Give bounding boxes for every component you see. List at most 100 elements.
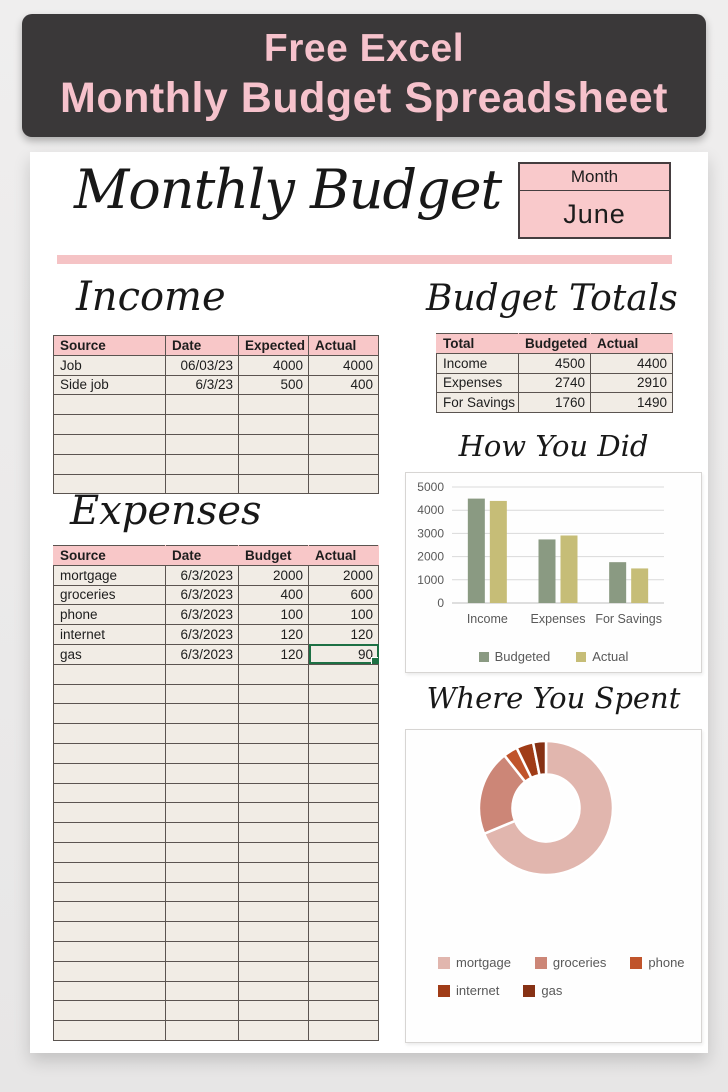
table-cell[interactable] xyxy=(165,802,239,824)
table-cell[interactable] xyxy=(238,901,309,923)
table-cell[interactable]: 6/3/2023 xyxy=(165,604,239,626)
table-cell[interactable] xyxy=(165,663,239,685)
table-cell[interactable]: For Savings xyxy=(436,392,519,414)
table-cell[interactable] xyxy=(238,1020,309,1041)
table-cell[interactable] xyxy=(165,841,239,863)
table-cell[interactable] xyxy=(165,762,239,784)
table-cell[interactable]: Job xyxy=(53,354,166,376)
table-cell[interactable] xyxy=(165,940,239,962)
table-cell[interactable] xyxy=(165,822,239,843)
table-cell[interactable]: internet xyxy=(53,624,166,645)
table-cell[interactable]: 06/03/23 xyxy=(165,354,239,376)
column-header[interactable]: Actual xyxy=(308,545,379,566)
table-cell[interactable] xyxy=(165,723,239,744)
table-cell[interactable]: 600 xyxy=(308,584,379,606)
table-cell[interactable]: 2740 xyxy=(518,372,591,394)
table-cell[interactable] xyxy=(308,940,379,962)
table-cell[interactable] xyxy=(238,663,309,685)
table-cell[interactable] xyxy=(53,762,166,784)
table-cell[interactable] xyxy=(308,683,379,705)
table-cell[interactable] xyxy=(53,940,166,962)
table-cell[interactable]: 6/3/2023 xyxy=(165,564,239,586)
table-cell[interactable]: mortgage xyxy=(53,564,166,586)
table-cell[interactable] xyxy=(53,901,166,923)
table-cell[interactable]: 400 xyxy=(308,374,379,396)
column-header[interactable]: Total xyxy=(436,333,519,354)
table-cell[interactable] xyxy=(165,742,239,764)
table-cell[interactable] xyxy=(53,980,166,1002)
table-cell[interactable]: 90 xyxy=(308,643,379,665)
table-cell[interactable] xyxy=(238,822,309,843)
table-cell[interactable]: 4000 xyxy=(238,354,309,376)
table-cell[interactable] xyxy=(308,921,379,942)
table-cell[interactable] xyxy=(165,1000,239,1022)
table-cell[interactable] xyxy=(238,453,309,475)
table-cell[interactable]: 4000 xyxy=(308,354,379,376)
table-cell[interactable] xyxy=(238,473,309,495)
column-header[interactable]: Actual xyxy=(308,335,379,356)
table-cell[interactable] xyxy=(308,841,379,863)
table-cell[interactable] xyxy=(238,723,309,744)
table-cell[interactable] xyxy=(308,473,379,495)
table-cell[interactable] xyxy=(238,683,309,705)
table-cell[interactable] xyxy=(53,414,166,435)
table-cell[interactable] xyxy=(53,1000,166,1022)
table-cell[interactable] xyxy=(165,782,239,804)
month-value-cell[interactable]: June xyxy=(563,198,626,229)
table-cell[interactable] xyxy=(165,414,239,435)
table-cell[interactable] xyxy=(53,960,166,982)
table-cell[interactable] xyxy=(165,901,239,923)
table-cell[interactable] xyxy=(165,433,239,455)
table-cell[interactable] xyxy=(53,822,166,843)
table-cell[interactable] xyxy=(308,663,379,685)
table-cell[interactable] xyxy=(308,1020,379,1041)
table-cell[interactable]: phone xyxy=(53,604,166,626)
table-cell[interactable] xyxy=(165,683,239,705)
table-cell[interactable]: 6/3/2023 xyxy=(165,624,239,645)
table-cell[interactable] xyxy=(165,980,239,1002)
table-cell[interactable]: 100 xyxy=(238,604,309,626)
table-cell[interactable] xyxy=(165,453,239,475)
table-cell[interactable]: 120 xyxy=(238,643,309,665)
table-cell[interactable]: groceries xyxy=(53,584,166,606)
column-header[interactable]: Budgeted xyxy=(518,333,591,354)
table-cell[interactable] xyxy=(165,921,239,942)
table-cell[interactable]: 4500 xyxy=(518,352,591,374)
column-header[interactable]: Date xyxy=(165,335,239,356)
table-cell[interactable] xyxy=(238,921,309,942)
table-cell[interactable]: 120 xyxy=(308,624,379,645)
table-cell[interactable] xyxy=(238,703,309,725)
table-cell[interactable] xyxy=(53,881,166,903)
table-cell[interactable] xyxy=(308,723,379,744)
table-cell[interactable] xyxy=(238,414,309,435)
table-cell[interactable]: 6/3/23 xyxy=(165,374,239,396)
column-header[interactable]: Expected xyxy=(238,335,309,356)
table-cell[interactable] xyxy=(53,742,166,764)
table-cell[interactable] xyxy=(308,742,379,764)
table-cell[interactable] xyxy=(308,861,379,883)
column-header[interactable]: Budget xyxy=(238,545,309,566)
table-cell[interactable] xyxy=(238,742,309,764)
table-cell[interactable] xyxy=(308,802,379,824)
table-cell[interactable] xyxy=(308,881,379,903)
table-cell[interactable] xyxy=(165,1020,239,1041)
table-cell[interactable]: 100 xyxy=(308,604,379,626)
table-cell[interactable] xyxy=(238,881,309,903)
table-cell[interactable] xyxy=(53,782,166,804)
table-cell[interactable] xyxy=(308,980,379,1002)
table-cell[interactable] xyxy=(53,703,166,725)
table-cell[interactable] xyxy=(165,394,239,416)
table-cell[interactable]: gas xyxy=(53,643,166,665)
table-cell[interactable] xyxy=(53,723,166,744)
table-cell[interactable] xyxy=(53,683,166,705)
table-cell[interactable]: 2910 xyxy=(590,372,673,394)
table-cell[interactable] xyxy=(238,394,309,416)
table-cell[interactable] xyxy=(53,433,166,455)
table-cell[interactable] xyxy=(238,802,309,824)
table-cell[interactable]: 2000 xyxy=(238,564,309,586)
table-cell[interactable] xyxy=(308,822,379,843)
table-cell[interactable] xyxy=(308,1000,379,1022)
donut-chart-panel[interactable]: mortgage groceries phone internet gas xyxy=(405,729,702,1043)
table-cell[interactable] xyxy=(308,762,379,784)
table-cell[interactable]: 500 xyxy=(238,374,309,396)
